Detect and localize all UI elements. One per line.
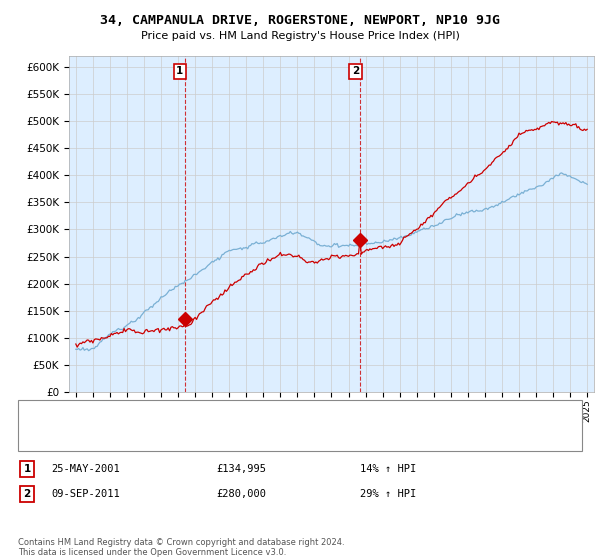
Text: £134,995: £134,995 xyxy=(216,464,266,474)
Text: 34, CAMPANULA DRIVE, ROGERSTONE, NEWPORT, NP10 9JG (detached house): 34, CAMPANULA DRIVE, ROGERSTONE, NEWPORT… xyxy=(67,405,461,415)
Text: £280,000: £280,000 xyxy=(216,489,266,499)
Text: 09-SEP-2011: 09-SEP-2011 xyxy=(51,489,120,499)
Text: 25-MAY-2001: 25-MAY-2001 xyxy=(51,464,120,474)
Text: HPI: Average price, detached house, Newport: HPI: Average price, detached house, Newp… xyxy=(67,436,320,446)
Text: 2: 2 xyxy=(352,66,359,76)
Text: Price paid vs. HM Land Registry's House Price Index (HPI): Price paid vs. HM Land Registry's House … xyxy=(140,31,460,41)
Text: Contains HM Land Registry data © Crown copyright and database right 2024.
This d: Contains HM Land Registry data © Crown c… xyxy=(18,538,344,557)
Text: 1: 1 xyxy=(23,464,31,474)
Text: 2: 2 xyxy=(23,489,31,499)
Text: 14% ↑ HPI: 14% ↑ HPI xyxy=(360,464,416,474)
Text: 1: 1 xyxy=(176,66,184,76)
Text: 34, CAMPANULA DRIVE, ROGERSTONE, NEWPORT, NP10 9JG: 34, CAMPANULA DRIVE, ROGERSTONE, NEWPORT… xyxy=(100,14,500,27)
Text: 29% ↑ HPI: 29% ↑ HPI xyxy=(360,489,416,499)
